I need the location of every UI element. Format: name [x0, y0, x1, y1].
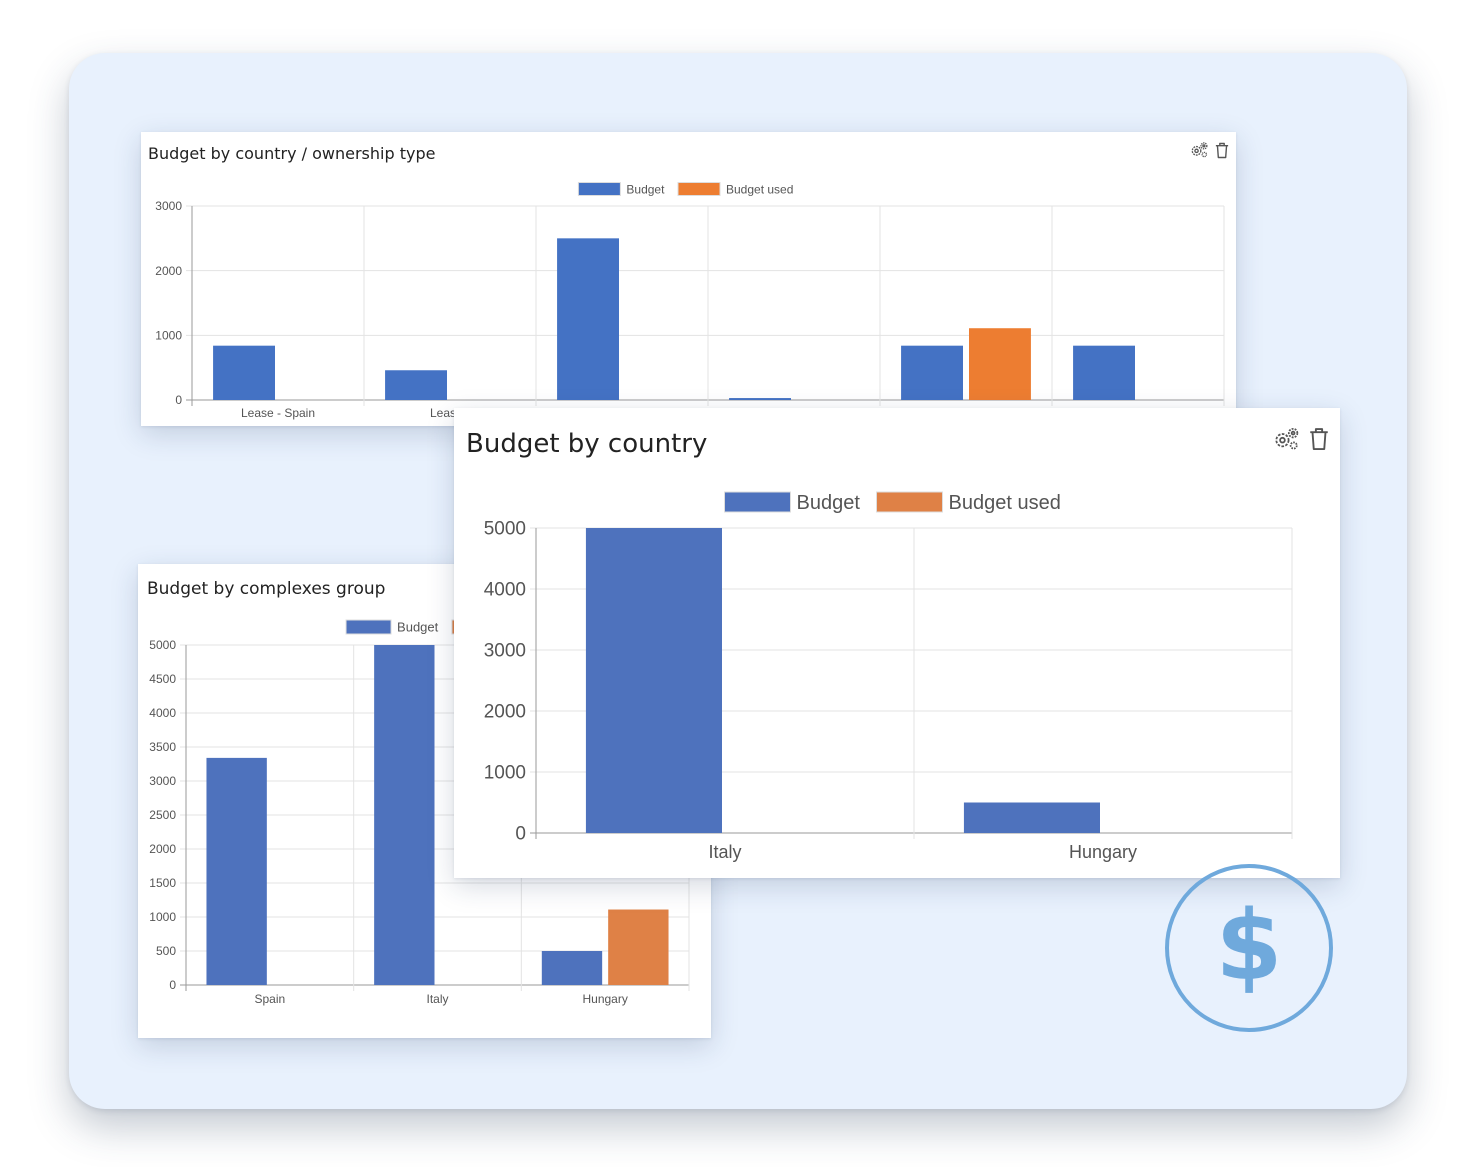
bar — [206, 757, 267, 985]
dollar-icon: $ — [1165, 864, 1333, 1032]
y-tick-label: 3000 — [149, 774, 176, 788]
legend-swatch — [876, 491, 943, 513]
x-tick-label: Italy — [708, 842, 741, 862]
legend-label: Budget used — [726, 182, 793, 196]
legend-swatch — [677, 182, 721, 196]
y-tick-label: 2000 — [149, 842, 176, 856]
legend-label: Budget — [797, 492, 861, 514]
legend-swatch — [577, 182, 621, 196]
bar — [213, 345, 275, 400]
legend-swatch — [345, 619, 392, 635]
legend-swatch — [724, 491, 791, 513]
y-tick-label: 4000 — [149, 706, 176, 720]
legend-label: Budget — [397, 620, 439, 635]
x-tick-label: Hungary — [582, 992, 627, 1006]
legend: Budget Budget used — [577, 182, 793, 196]
x-tick-label: Spain — [254, 992, 285, 1006]
legend-label: Budget used — [949, 492, 1061, 514]
y-tick-label: 5000 — [484, 519, 526, 540]
bar — [374, 645, 435, 985]
y-tick-label: 2000 — [155, 264, 182, 278]
y-tick-label: 4000 — [484, 580, 526, 601]
legend-label: Budget — [626, 182, 665, 196]
widget-budget-by-country-ownership: Budget by country / ownership type 0 1000… — [141, 132, 1236, 426]
bar — [608, 909, 669, 985]
bar — [557, 238, 619, 400]
bar — [901, 345, 963, 400]
y-tick-label: 1000 — [484, 763, 526, 784]
y-tick-label: 3000 — [155, 199, 182, 213]
y-tick-label: 3000 — [484, 641, 526, 662]
legend: Budget Budget used — [724, 491, 1061, 514]
gridlines — [186, 205, 1225, 406]
bar — [729, 398, 791, 400]
x-tick-label: Lease - Spain — [241, 406, 315, 420]
bar — [969, 328, 1031, 400]
y-tick-label: 5000 — [149, 638, 176, 652]
widget-budget-by-country: Budget by country 0 1000 2000 3000 4000 5000 I… — [454, 408, 1340, 878]
y-tick-label: 1000 — [149, 910, 176, 924]
y-tick-label: 1000 — [155, 329, 182, 343]
y-tick-label: 1500 — [149, 876, 176, 890]
widget-title: Budget by country — [466, 429, 708, 459]
y-tick-label: 0 — [515, 824, 526, 845]
bar — [963, 802, 1100, 833]
trash-icon[interactable] — [1309, 427, 1329, 451]
y-tick-label: 2000 — [484, 702, 526, 723]
widget-title: Budget by country / ownership type — [148, 144, 436, 163]
gears-icon[interactable] — [1189, 141, 1209, 159]
y-tick-label: 0 — [169, 978, 176, 992]
bar — [541, 951, 603, 985]
currency-symbol: $ — [1215, 890, 1283, 1002]
widget-title: Budget by complexes group — [147, 579, 386, 599]
gears-icon[interactable] — [1271, 426, 1301, 452]
y-tick-label: 2500 — [149, 808, 176, 822]
widget-toolbar — [1189, 141, 1229, 159]
x-tick-label: Italy — [426, 992, 448, 1006]
trash-icon[interactable] — [1215, 142, 1229, 159]
bar — [1073, 345, 1135, 400]
y-tick-label: 4500 — [149, 672, 176, 686]
x-tick-label: Hungary — [1069, 842, 1137, 862]
bar — [385, 370, 447, 400]
y-tick-label: 0 — [175, 393, 182, 407]
widget-toolbar — [1271, 426, 1329, 452]
y-tick-label: 500 — [156, 944, 176, 958]
bar — [585, 528, 722, 833]
y-tick-label: 3500 — [149, 740, 176, 754]
